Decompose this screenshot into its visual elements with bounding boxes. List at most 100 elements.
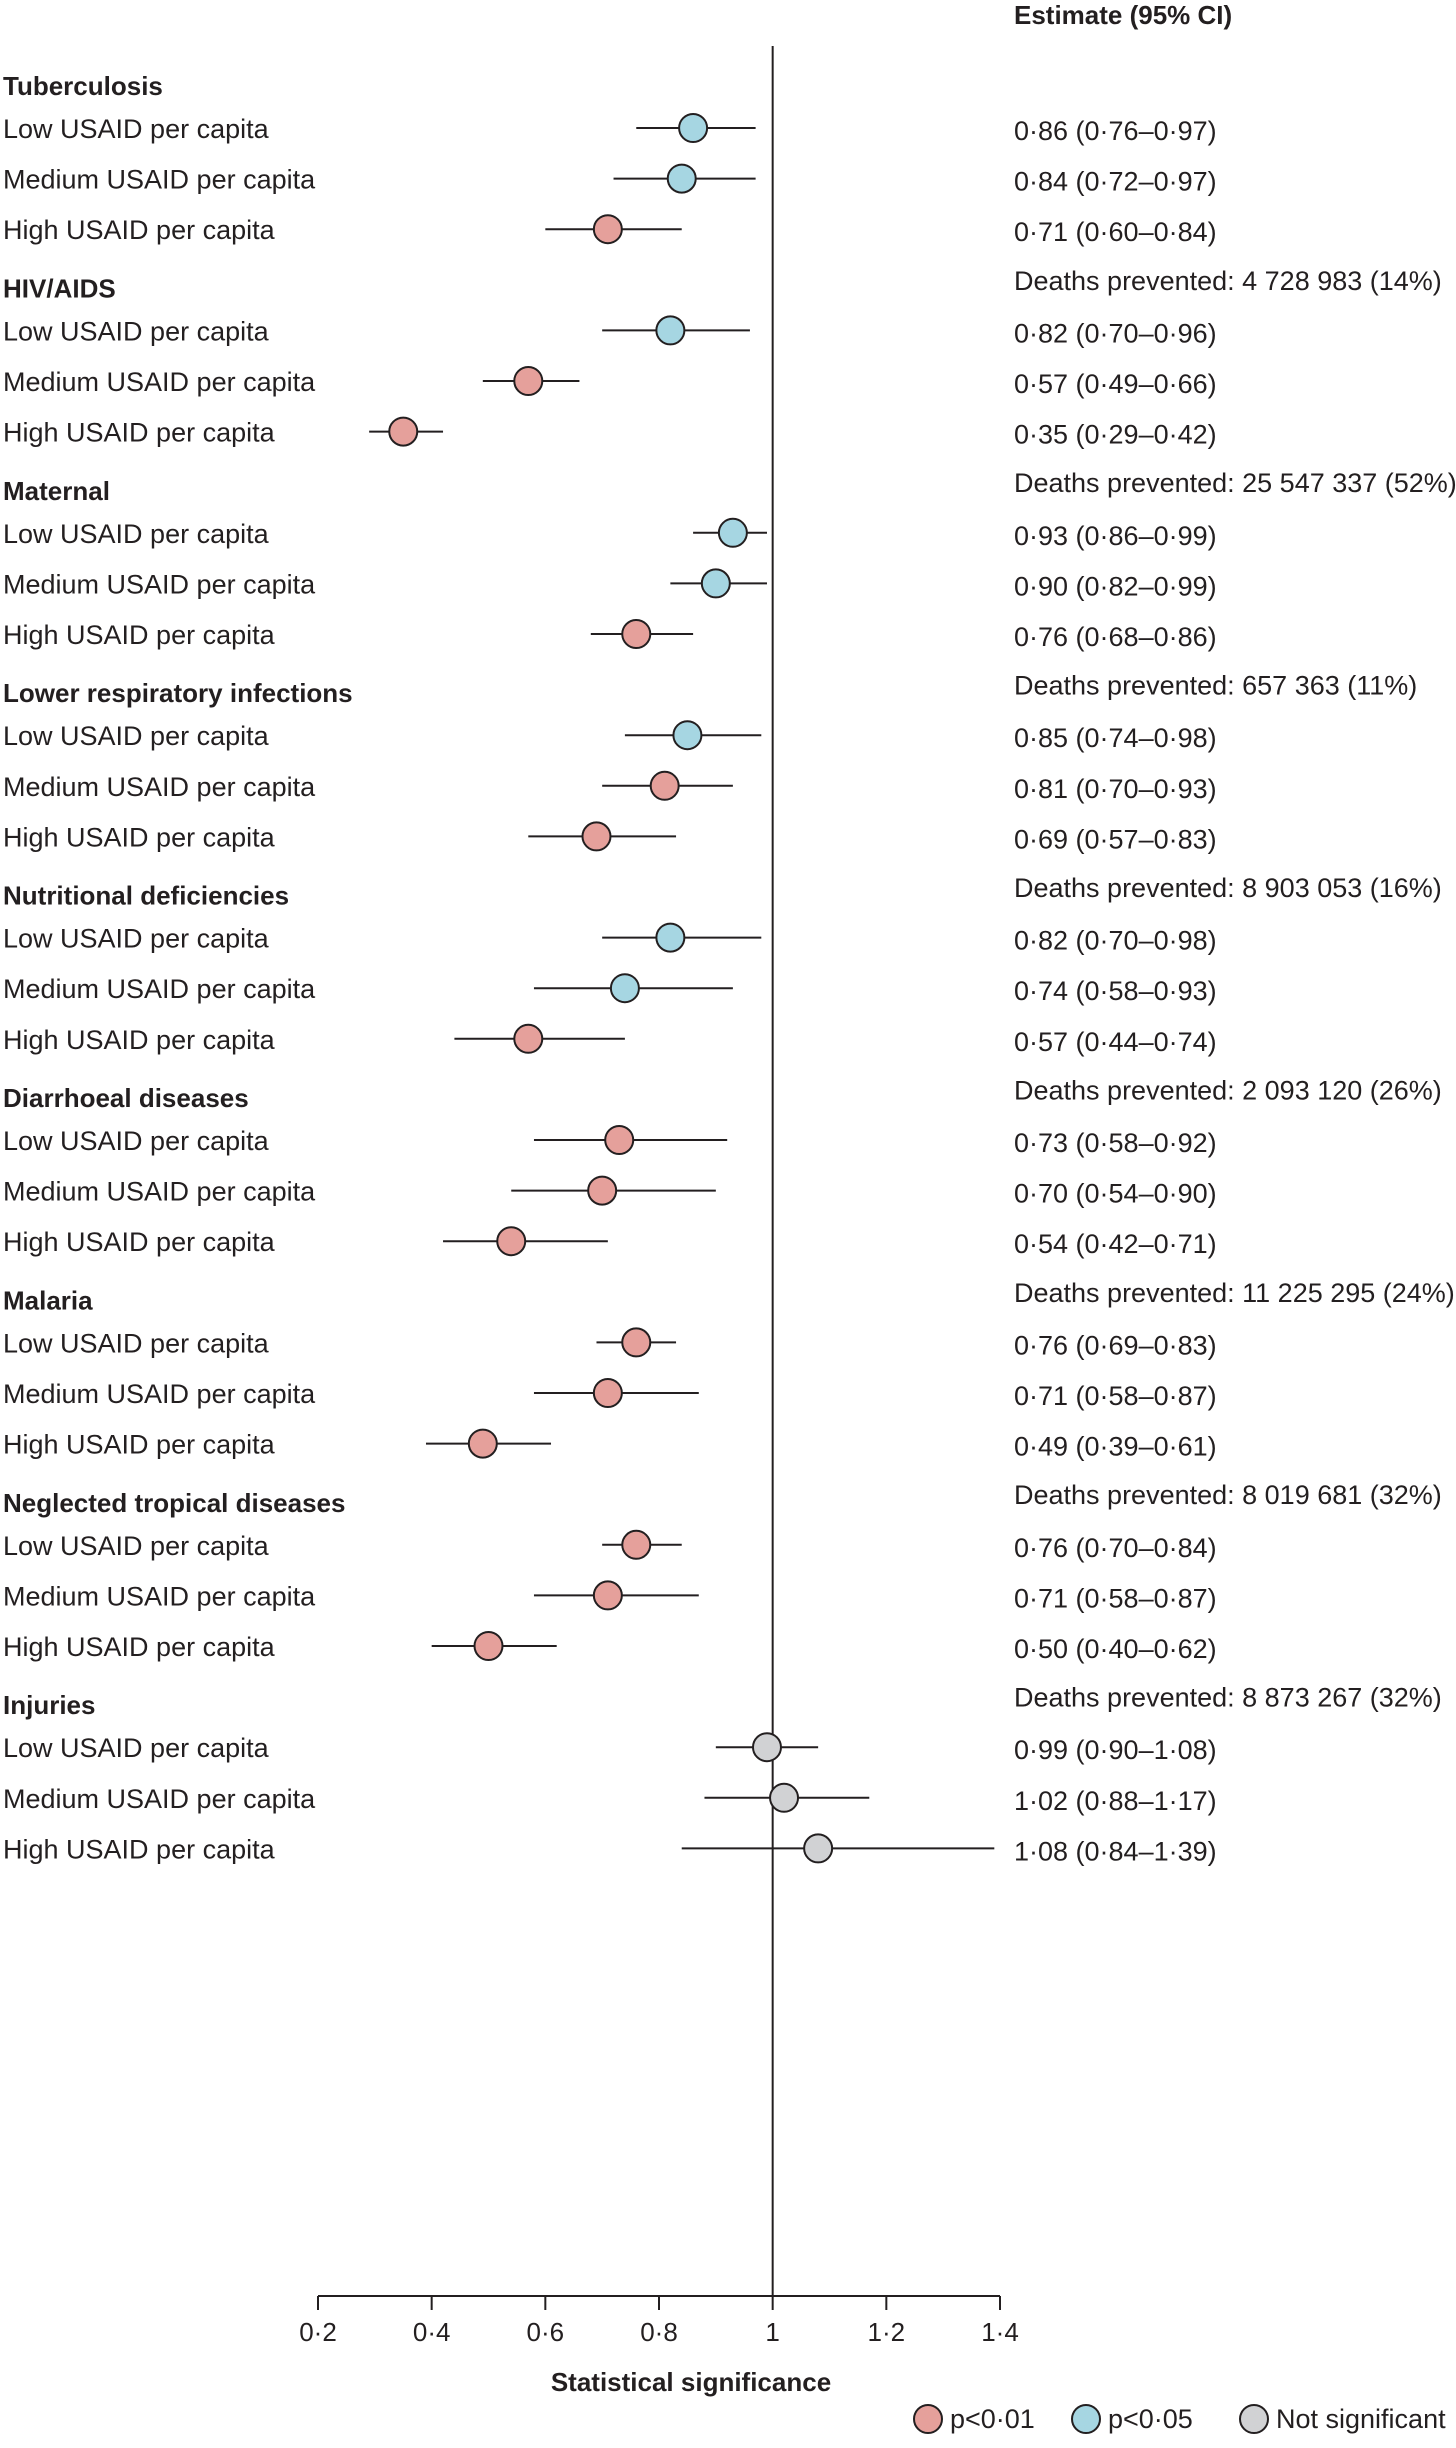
row-label: Medium USAID per capita (3, 772, 316, 802)
group-title: Neglected tropical diseases (3, 1488, 345, 1518)
estimate-point (769, 1782, 800, 1813)
estimate-point (513, 366, 544, 396)
estimate-point (467, 1428, 498, 1459)
row-label: Medium USAID per capita (3, 1379, 316, 1409)
estimate-value: 0·76 (0·68–0·86) (1014, 622, 1217, 652)
deaths-prevented: Deaths prevented: 4 728 983 (14%) (1014, 266, 1442, 296)
estimate-point (655, 922, 686, 953)
row-label: High USAID per capita (3, 215, 276, 245)
row-label: Low USAID per capita (3, 1126, 270, 1156)
estimate-value: 0·93 (0·86–0·99) (1014, 521, 1217, 551)
legend-label: p<0·05 (1108, 2404, 1193, 2434)
estimate-point (587, 1175, 618, 1206)
row-label: Medium USAID per capita (3, 1581, 316, 1611)
estimate-value: 0·81 (0·70–0·93) (1014, 774, 1217, 804)
row-label: Medium USAID per capita (3, 367, 316, 397)
estimate-point (672, 720, 703, 751)
group-title: Nutritional deficiencies (3, 881, 289, 911)
estimate-header: Estimate (95% CI) (1014, 0, 1232, 30)
estimate-point (388, 416, 419, 447)
row-label: Low USAID per capita (3, 1733, 270, 1763)
estimate-value: 0·49 (0·39–0·61) (1014, 1432, 1217, 1462)
estimate-value: 0·70 (0·54–0·90) (1014, 1179, 1217, 1209)
estimate-point (649, 770, 680, 801)
row-label: High USAID per capita (3, 1632, 276, 1662)
row-label: High USAID per capita (3, 1227, 276, 1257)
estimate-value: 0·35 (0·29–0·42) (1014, 420, 1217, 450)
legend-swatch (1071, 2404, 1101, 2434)
estimate-point (604, 1125, 635, 1155)
estimate-point (592, 1378, 623, 1408)
estimate-value: 0·54 (0·42–0·71) (1014, 1229, 1217, 1259)
estimate-value: 0·50 (0·40–0·62) (1014, 1634, 1217, 1664)
group-title: Maternal (3, 476, 110, 506)
estimate-value: 0·84 (0·72–0·97) (1014, 167, 1217, 197)
deaths-prevented: Deaths prevented: 25 547 337 (52%) (1014, 468, 1456, 498)
estimate-value: 0·69 (0·57–0·83) (1014, 824, 1217, 854)
estimate-point (717, 517, 748, 548)
row-label: High USAID per capita (3, 1430, 276, 1460)
group-title: Malaria (3, 1285, 93, 1315)
estimate-value: 0·57 (0·44–0·74) (1014, 1027, 1217, 1057)
estimate-point (666, 163, 697, 194)
row-label: High USAID per capita (3, 1025, 276, 1055)
row-label: Medium USAID per capita (3, 1177, 316, 1207)
estimate-point (678, 113, 709, 143)
group-title: Injuries (3, 1690, 95, 1720)
row-label: High USAID per capita (3, 822, 276, 852)
x-tick-label: 1·4 (981, 2317, 1019, 2347)
estimate-point (700, 568, 731, 599)
x-axis-title: Statistical significance (551, 2367, 831, 2397)
deaths-prevented: Deaths prevented: 8 019 681 (32%) (1014, 1480, 1442, 1510)
estimate-value: 0·71 (0·58–0·87) (1014, 1381, 1217, 1411)
estimate-point (803, 1833, 834, 1864)
row-label: High USAID per capita (3, 1834, 276, 1864)
estimate-value: 0·71 (0·60–0·84) (1014, 217, 1217, 247)
deaths-prevented: Deaths prevented: 8 903 053 (16%) (1014, 873, 1442, 903)
estimate-value: 0·82 (0·70–0·98) (1014, 926, 1217, 956)
estimate-value: 0·74 (0·58–0·93) (1014, 976, 1217, 1006)
row-label: Medium USAID per capita (3, 165, 316, 195)
row-label: Low USAID per capita (3, 1531, 270, 1561)
row-label: Low USAID per capita (3, 924, 270, 954)
deaths-prevented: Deaths prevented: 657 363 (11%) (1014, 671, 1417, 701)
estimate-value: 0·82 (0·70–0·96) (1014, 318, 1217, 348)
estimate-point (496, 1226, 527, 1257)
estimate-value: 0·71 (0·58–0·87) (1014, 1583, 1217, 1613)
row-label: Low USAID per capita (3, 721, 270, 751)
legend-swatch (913, 2404, 943, 2434)
estimate-point (581, 821, 612, 852)
x-tick-label: 0·8 (640, 2317, 678, 2347)
estimate-point (621, 619, 652, 649)
row-label: Medium USAID per capita (3, 1784, 316, 1814)
deaths-prevented: Deaths prevented: 2 093 120 (26%) (1014, 1075, 1442, 1105)
group-title: Tuberculosis (3, 71, 163, 101)
estimate-value: 0·76 (0·70–0·84) (1014, 1533, 1217, 1563)
row-label: High USAID per capita (3, 620, 276, 650)
estimate-point (751, 1732, 782, 1763)
estimate-point (592, 214, 623, 245)
x-tick-label: 1 (765, 2317, 779, 2347)
group-title: Diarrhoeal diseases (3, 1083, 249, 1113)
deaths-prevented: Deaths prevented: 8 873 267 (32%) (1014, 1683, 1442, 1713)
row-label: Low USAID per capita (3, 519, 270, 549)
row-label: Medium USAID per capita (3, 569, 316, 599)
estimate-point (609, 973, 640, 1004)
estimate-value: 0·73 (0·58–0·92) (1014, 1128, 1217, 1158)
row-label: Low USAID per capita (3, 316, 270, 346)
row-label: Medium USAID per capita (3, 974, 316, 1004)
group-title: HIV/AIDS (3, 273, 116, 303)
row-label: Low USAID per capita (3, 114, 270, 144)
row-label: High USAID per capita (3, 418, 276, 448)
estimate-value: 0·99 (0·90–1·08) (1014, 1735, 1217, 1765)
x-tick-label: 0·2 (299, 2317, 337, 2347)
estimate-value: 1·08 (0·84–1·39) (1014, 1836, 1217, 1866)
estimate-value: 0·57 (0·49–0·66) (1014, 369, 1217, 399)
estimate-point (513, 1023, 544, 1054)
estimate-point (655, 315, 686, 346)
x-tick-label: 1·2 (868, 2317, 906, 2347)
estimate-point (592, 1580, 623, 1611)
deaths-prevented: Deaths prevented: 11 225 295 (24%) (1014, 1278, 1455, 1308)
estimate-value: 0·76 (0·69–0·83) (1014, 1330, 1217, 1360)
